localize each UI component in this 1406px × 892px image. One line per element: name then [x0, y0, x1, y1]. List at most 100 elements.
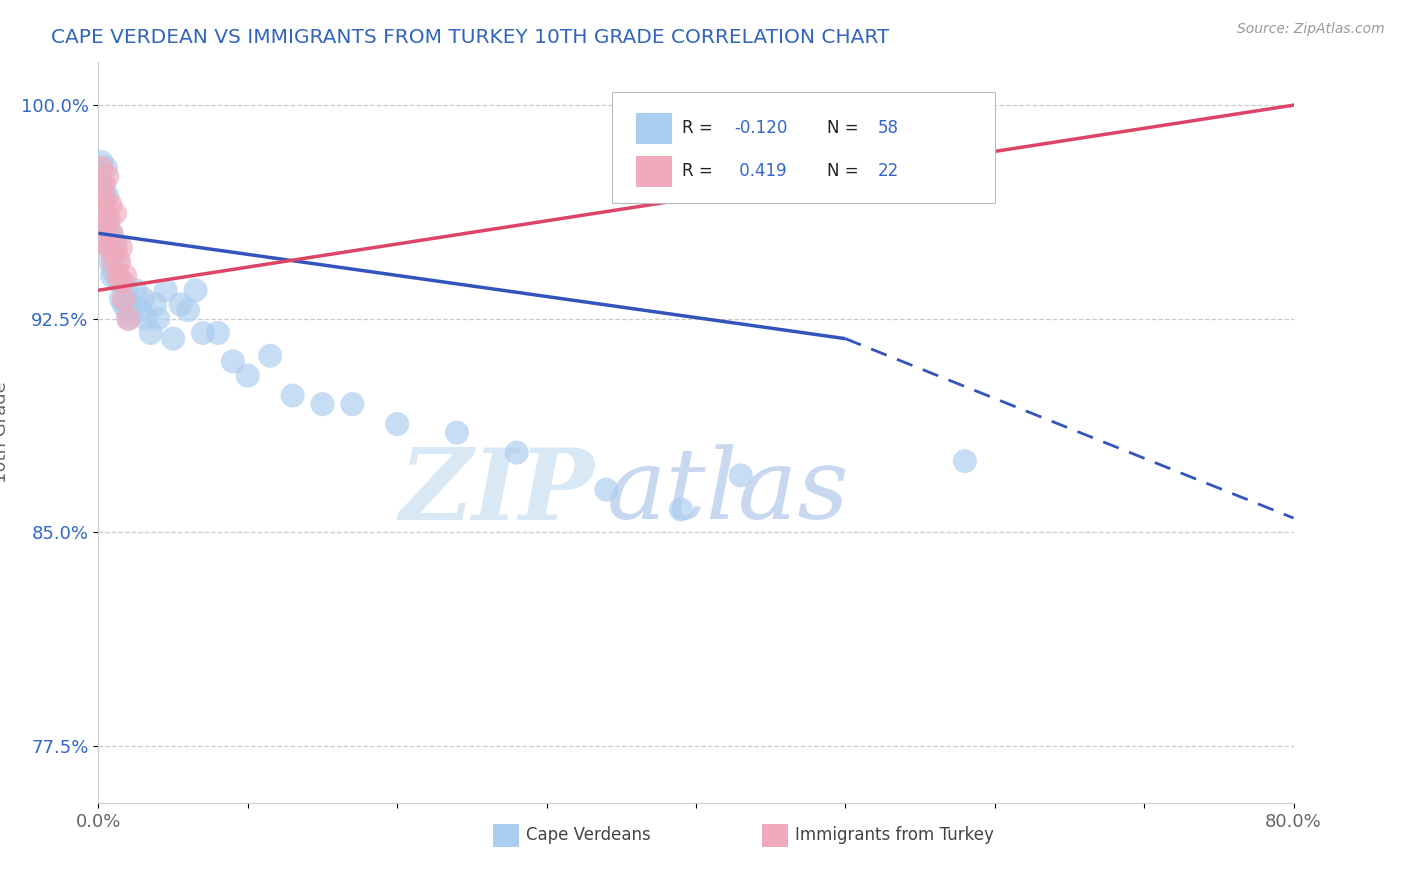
- Point: [207, 326, 229, 340]
- Point: [311, 397, 333, 411]
- Point: [96, 212, 118, 227]
- Point: [730, 468, 752, 483]
- Point: [97, 212, 120, 227]
- Point: [93, 189, 115, 203]
- Point: [91, 198, 114, 212]
- Point: [112, 297, 135, 311]
- Point: [135, 311, 157, 326]
- Bar: [637, 156, 672, 186]
- Point: [669, 502, 692, 516]
- Text: Source: ZipAtlas.com: Source: ZipAtlas.com: [1237, 22, 1385, 37]
- Point: [120, 297, 142, 311]
- Point: [93, 189, 115, 203]
- Point: [111, 275, 134, 289]
- Point: [112, 292, 135, 306]
- Point: [94, 218, 117, 232]
- Point: [259, 349, 281, 363]
- Text: N =: N =: [827, 120, 865, 137]
- Point: [97, 241, 120, 255]
- Point: [236, 368, 259, 383]
- Point: [91, 212, 114, 227]
- Point: [104, 206, 127, 220]
- Point: [953, 454, 976, 468]
- Text: Immigrants from Turkey: Immigrants from Turkey: [796, 826, 994, 845]
- Point: [115, 303, 138, 318]
- Point: [129, 303, 152, 318]
- Point: [101, 246, 124, 260]
- Point: [98, 198, 122, 212]
- Point: [105, 241, 128, 255]
- Bar: [494, 823, 519, 847]
- Text: -0.120: -0.120: [734, 120, 787, 137]
- Point: [162, 332, 184, 346]
- Point: [90, 161, 112, 175]
- Point: [125, 283, 148, 297]
- Point: [94, 206, 117, 220]
- Point: [96, 189, 118, 203]
- Point: [105, 268, 128, 283]
- Point: [104, 235, 127, 249]
- Point: [101, 268, 124, 283]
- Point: [94, 161, 117, 175]
- Point: [110, 292, 132, 306]
- Point: [953, 98, 976, 112]
- Point: [506, 445, 529, 459]
- Point: [191, 326, 214, 340]
- Point: [91, 184, 114, 198]
- Text: N =: N =: [827, 162, 865, 180]
- Y-axis label: 10th Grade: 10th Grade: [0, 382, 10, 483]
- Text: R =: R =: [682, 162, 717, 180]
- Point: [90, 155, 112, 169]
- Point: [103, 241, 125, 255]
- Point: [93, 178, 115, 192]
- Point: [98, 227, 122, 241]
- Point: [117, 311, 139, 326]
- Point: [281, 388, 304, 402]
- Bar: [762, 823, 787, 847]
- Text: Cape Verdeans: Cape Verdeans: [526, 826, 651, 845]
- Point: [90, 198, 112, 212]
- Point: [98, 254, 122, 268]
- Point: [342, 397, 364, 411]
- Point: [143, 297, 166, 311]
- Point: [96, 227, 118, 241]
- Point: [108, 275, 131, 289]
- Point: [101, 227, 124, 241]
- Point: [184, 283, 207, 297]
- Point: [595, 483, 617, 497]
- Point: [155, 283, 177, 297]
- Point: [108, 254, 131, 268]
- Text: CAPE VERDEAN VS IMMIGRANTS FROM TURKEY 10TH GRADE CORRELATION CHART: CAPE VERDEAN VS IMMIGRANTS FROM TURKEY 1…: [51, 28, 889, 47]
- Text: R =: R =: [682, 120, 717, 137]
- Point: [110, 241, 132, 255]
- Point: [148, 311, 170, 326]
- Point: [111, 275, 134, 289]
- Point: [96, 169, 118, 184]
- Point: [89, 169, 111, 184]
- Point: [114, 268, 136, 283]
- Point: [91, 178, 114, 192]
- Point: [107, 254, 129, 268]
- Point: [114, 283, 136, 297]
- Text: atlas: atlas: [606, 444, 849, 540]
- Point: [139, 326, 162, 340]
- Point: [103, 263, 125, 277]
- Point: [132, 292, 155, 306]
- Point: [94, 218, 117, 232]
- Text: ZIP: ZIP: [399, 443, 595, 540]
- Text: 58: 58: [877, 120, 898, 137]
- Point: [385, 417, 409, 431]
- Bar: [637, 112, 672, 144]
- Point: [97, 241, 120, 255]
- Point: [446, 425, 468, 440]
- Point: [177, 303, 200, 318]
- Point: [222, 354, 245, 368]
- Point: [103, 254, 125, 268]
- FancyBboxPatch shape: [613, 92, 995, 203]
- Point: [107, 268, 129, 283]
- Point: [169, 297, 191, 311]
- Text: 22: 22: [877, 162, 898, 180]
- Point: [89, 235, 111, 249]
- Text: 0.419: 0.419: [734, 162, 787, 180]
- Point: [117, 311, 139, 326]
